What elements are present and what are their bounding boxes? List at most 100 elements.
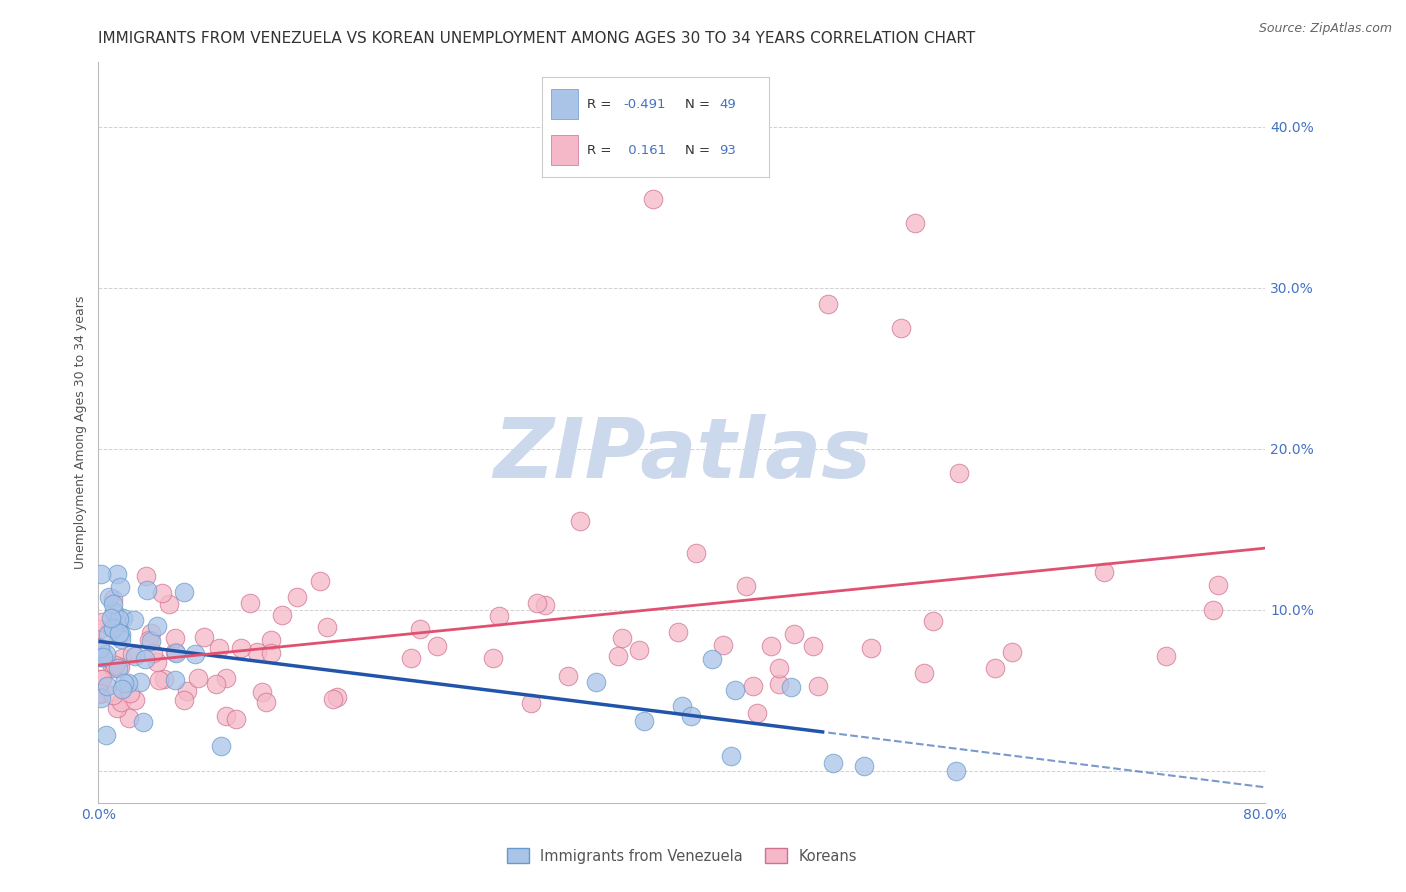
- Point: [520, 696, 543, 710]
- Point: [107, 612, 129, 626]
- Text: ZIPatlas: ZIPatlas: [494, 414, 870, 495]
- Point: [97, 627, 120, 641]
- Point: [482, 650, 505, 665]
- Point: [852, 759, 875, 773]
- Point: [610, 631, 633, 645]
- Point: [176, 683, 198, 698]
- Point: [124, 693, 146, 707]
- Point: [100, 620, 122, 634]
- Point: [782, 627, 804, 641]
- Point: [108, 625, 131, 640]
- Point: [89, 650, 111, 665]
- Point: [108, 581, 131, 595]
- Point: [98, 590, 121, 604]
- Point: [134, 651, 156, 665]
- Point: [122, 613, 145, 627]
- Point: [260, 646, 283, 660]
- Point: [150, 586, 173, 600]
- Point: [104, 658, 127, 673]
- Point: [107, 617, 129, 632]
- Point: [103, 605, 125, 619]
- Point: [105, 700, 128, 714]
- Point: [89, 644, 111, 658]
- Point: [256, 696, 278, 710]
- Point: [945, 764, 967, 778]
- Point: [209, 739, 232, 754]
- Point: [948, 466, 970, 480]
- Point: [101, 597, 124, 611]
- Point: [260, 632, 283, 647]
- Point: [101, 592, 124, 607]
- Y-axis label: Unemployment Among Ages 30 to 34 years: Unemployment Among Ages 30 to 34 years: [75, 296, 87, 569]
- Point: [94, 647, 117, 661]
- Point: [759, 640, 782, 654]
- Point: [89, 685, 111, 699]
- Point: [734, 579, 756, 593]
- Point: [136, 582, 159, 597]
- Point: [606, 649, 628, 664]
- Text: IMMIGRANTS FROM VENEZUELA VS KOREAN UNEMPLOYMENT AMONG AGES 30 TO 34 YEARS CORRE: IMMIGRANTS FROM VENEZUELA VS KOREAN UNEM…: [98, 31, 976, 46]
- Point: [111, 681, 134, 696]
- Point: [148, 673, 170, 688]
- Point: [250, 685, 273, 699]
- Point: [671, 699, 693, 714]
- Point: [107, 629, 129, 643]
- Point: [666, 624, 689, 639]
- Point: [146, 618, 169, 632]
- Point: [1092, 566, 1115, 580]
- Point: [912, 665, 935, 680]
- Legend: Immigrants from Venezuela, Koreans: Immigrants from Venezuela, Koreans: [501, 842, 863, 870]
- Point: [89, 687, 111, 701]
- Point: [187, 671, 209, 685]
- Point: [533, 599, 555, 613]
- Point: [128, 674, 150, 689]
- Point: [399, 651, 422, 665]
- Point: [779, 680, 801, 694]
- Point: [138, 633, 160, 648]
- Point: [157, 597, 180, 611]
- Point: [163, 631, 186, 645]
- Point: [90, 566, 112, 581]
- Point: [309, 574, 332, 588]
- Point: [100, 611, 122, 625]
- Point: [101, 688, 124, 702]
- Point: [711, 638, 734, 652]
- Point: [90, 615, 112, 629]
- Point: [118, 686, 141, 700]
- Point: [768, 661, 790, 675]
- Point: [742, 679, 765, 693]
- Point: [145, 655, 167, 669]
- Point: [316, 620, 339, 634]
- Point: [983, 661, 1005, 675]
- Point: [557, 669, 579, 683]
- Point: [112, 611, 135, 625]
- Point: [215, 672, 238, 686]
- Point: [173, 584, 195, 599]
- Point: [139, 625, 162, 640]
- Point: [91, 672, 114, 686]
- Point: [890, 321, 912, 335]
- Point: [110, 627, 132, 641]
- Point: [124, 649, 146, 664]
- Point: [112, 676, 135, 690]
- Text: Source: ZipAtlas.com: Source: ZipAtlas.com: [1258, 22, 1392, 36]
- Point: [747, 706, 769, 720]
- Point: [215, 709, 238, 723]
- Point: [700, 651, 723, 665]
- Point: [720, 748, 742, 763]
- Point: [768, 677, 790, 691]
- Point: [817, 297, 839, 311]
- Point: [488, 609, 510, 624]
- Point: [110, 695, 132, 709]
- Point: [90, 672, 112, 686]
- Point: [103, 621, 125, 635]
- Point: [641, 192, 664, 206]
- Point: [585, 674, 607, 689]
- Point: [633, 714, 655, 728]
- Point: [231, 640, 253, 655]
- Point: [142, 646, 165, 660]
- Point: [225, 712, 247, 726]
- Point: [117, 676, 139, 690]
- Point: [111, 651, 134, 665]
- Point: [135, 568, 157, 582]
